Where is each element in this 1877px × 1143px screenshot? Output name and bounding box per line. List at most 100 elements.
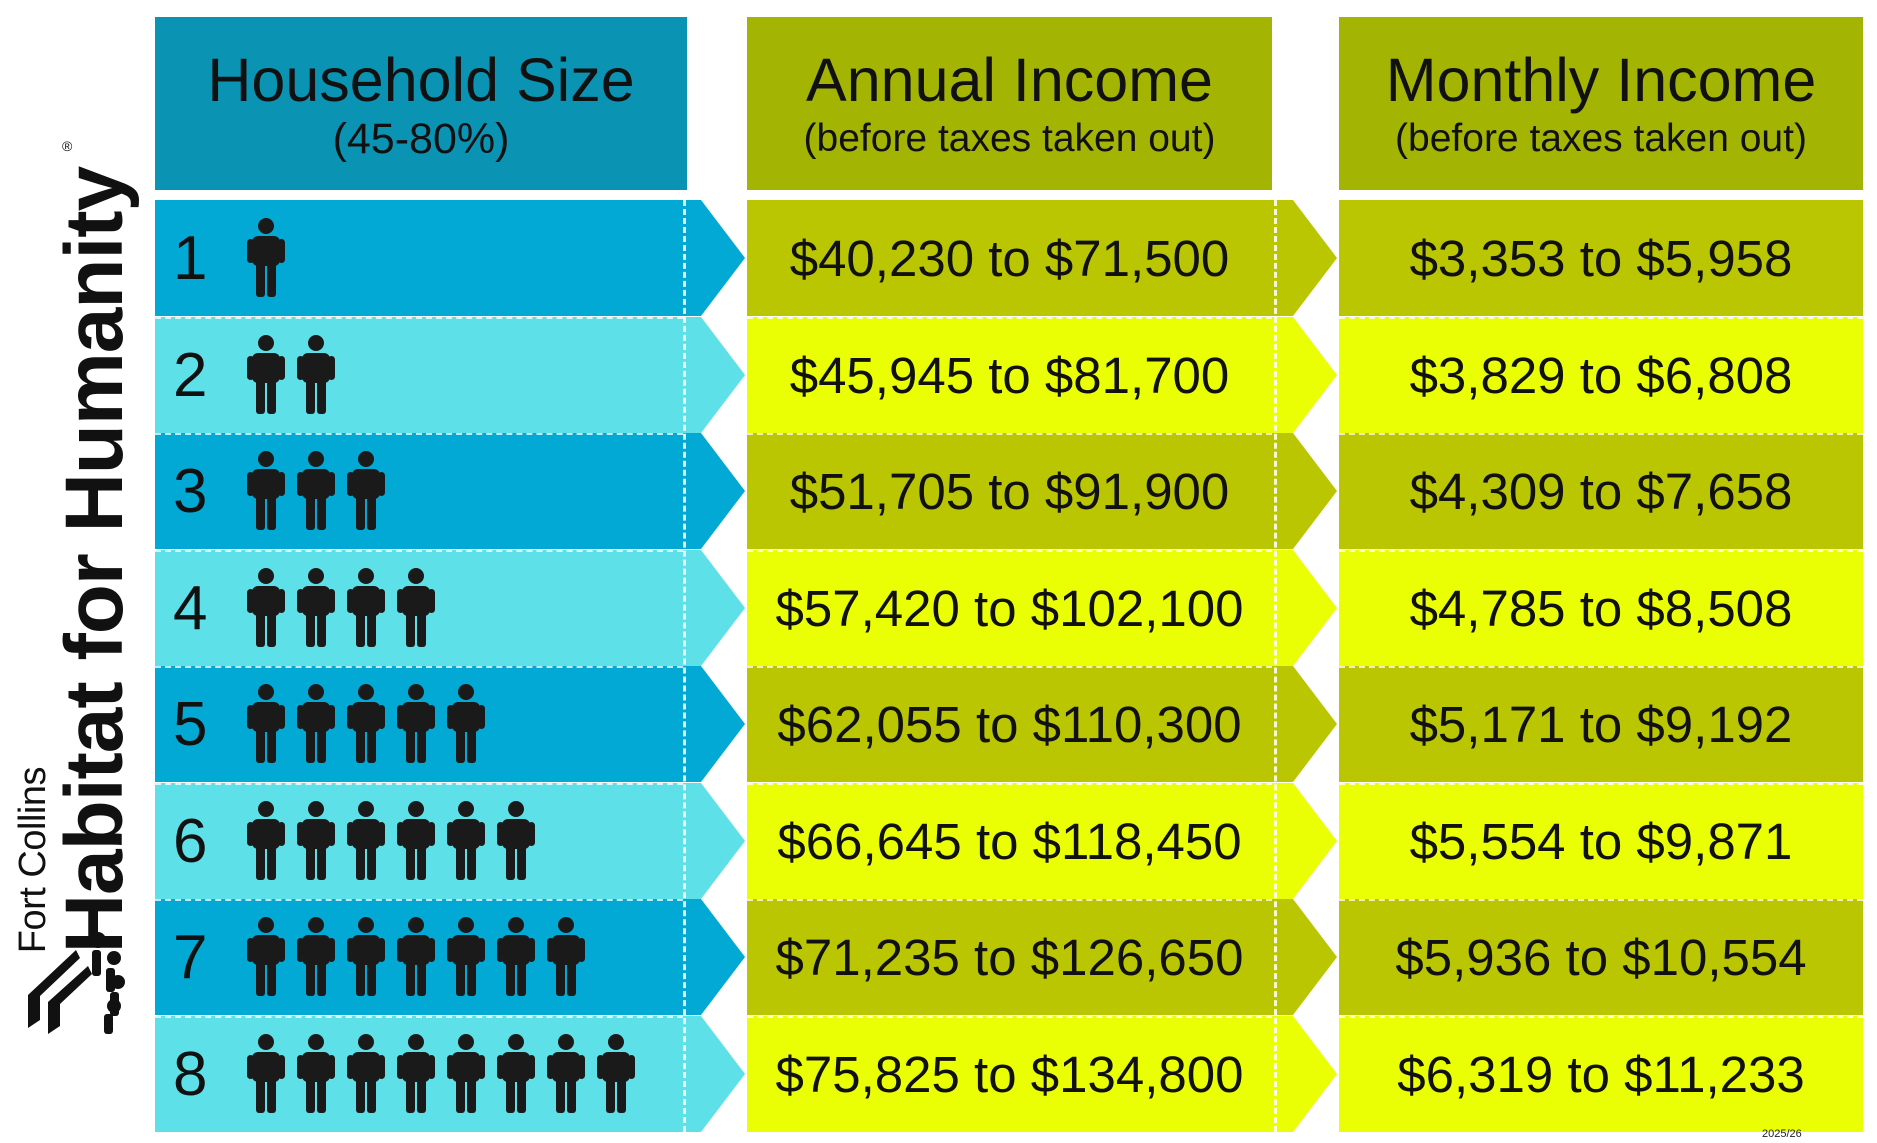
- person-icon: [347, 1034, 385, 1113]
- household-size-number: 3: [173, 456, 208, 526]
- annual-income-cell: $45,945 to $81,700: [747, 317, 1272, 433]
- people-icons: [241, 1033, 641, 1115]
- annual-income-subtitle: (before taxes taken out): [803, 116, 1216, 160]
- monthly-income-cell: $4,785 to $8,508: [1339, 550, 1863, 666]
- people-icons: [241, 450, 391, 532]
- annual-income-range: $51,705 to $91,900: [789, 462, 1230, 520]
- annual-arrow: [747, 783, 1337, 899]
- household-size-cell: 7: [155, 899, 683, 1015]
- monthly-income-header: Monthly Income (before taxes taken out): [1339, 17, 1863, 190]
- monthly-income-range: $5,171 to $9,192: [1409, 695, 1793, 753]
- person-icon: [397, 917, 435, 996]
- household-size-cell: 6: [155, 783, 683, 899]
- household-size-number: 8: [173, 1039, 208, 1109]
- person-icon: [247, 568, 285, 647]
- person-icon: [597, 1034, 635, 1113]
- row-divider: [155, 550, 683, 552]
- person-icon: [397, 568, 435, 647]
- brand-column: Fort Collins Habitat for Humanity ®: [0, 0, 150, 1143]
- year-code: 2025/26: [1762, 1128, 1802, 1140]
- person-icon: [347, 568, 385, 647]
- person-icon: [397, 684, 435, 763]
- annual-income-cell: $57,420 to $102,100: [747, 550, 1272, 666]
- person-icon: [247, 451, 285, 530]
- annual-income-cell: $66,645 to $118,450: [747, 783, 1272, 899]
- row-divider: [155, 666, 683, 668]
- person-icon: [247, 801, 285, 880]
- monthly-income-range: $3,829 to $6,808: [1409, 346, 1793, 404]
- person-icon: [297, 917, 335, 996]
- person-icon: [447, 917, 485, 996]
- household-size-header: Household Size (45-80%): [155, 17, 687, 190]
- person-icon: [297, 801, 335, 880]
- person-icon: [297, 335, 335, 414]
- people-icons: [241, 683, 491, 765]
- row-divider: [1339, 666, 1863, 668]
- row-divider: [747, 899, 1272, 901]
- person-icon: [297, 1034, 335, 1113]
- household-size-cell: 2: [155, 317, 683, 433]
- row-divider: [747, 433, 1272, 435]
- people-icons: [241, 334, 341, 416]
- row-divider: [1339, 899, 1863, 901]
- household-arrow: [155, 317, 745, 433]
- row-divider: [155, 783, 683, 785]
- person-icon: [247, 684, 285, 763]
- person-icon: [247, 335, 285, 414]
- row-divider: [1339, 317, 1863, 319]
- annual-arrow: [747, 550, 1337, 666]
- registered-mark: ®: [62, 138, 73, 154]
- person-icon: [247, 917, 285, 996]
- person-icon: [497, 1034, 535, 1113]
- annual-income-range: $45,945 to $81,700: [789, 346, 1230, 404]
- people-icons: [241, 916, 591, 998]
- column-divider: [683, 200, 686, 1132]
- household-size-subtitle: (45-80%): [332, 114, 510, 163]
- row-divider: [155, 433, 683, 435]
- annual-income-range: $40,230 to $71,500: [789, 229, 1230, 287]
- person-icon: [347, 917, 385, 996]
- person-icon: [297, 568, 335, 647]
- annual-income-cell: $71,235 to $126,650: [747, 899, 1272, 1015]
- person-icon: [297, 684, 335, 763]
- annual-income-range: $57,420 to $102,100: [775, 579, 1244, 637]
- person-icon: [497, 917, 535, 996]
- person-icon: [347, 451, 385, 530]
- household-size-number: 5: [173, 689, 208, 759]
- monthly-income-range: $4,309 to $7,658: [1409, 462, 1793, 520]
- row-divider: [747, 550, 1272, 552]
- row-divider: [1339, 1016, 1863, 1018]
- column-divider: [1274, 200, 1277, 1132]
- monthly-income-range: $4,785 to $8,508: [1409, 579, 1793, 637]
- row-divider: [1339, 433, 1863, 435]
- monthly-income-cell: $5,554 to $9,871: [1339, 783, 1863, 899]
- monthly-income-cell: $6,319 to $11,233: [1339, 1016, 1863, 1132]
- person-icon: [247, 218, 285, 297]
- monthly-income-range: $6,319 to $11,233: [1397, 1045, 1805, 1103]
- monthly-income-cell: $3,353 to $5,958: [1339, 200, 1863, 316]
- person-icon: [297, 451, 335, 530]
- annual-income-range: $66,645 to $118,450: [777, 812, 1242, 870]
- annual-income-cell: $51,705 to $91,900: [747, 433, 1272, 549]
- person-icon: [447, 801, 485, 880]
- monthly-income-range: $5,936 to $10,554: [1395, 928, 1807, 986]
- row-divider: [747, 1016, 1272, 1018]
- annual-arrow: [747, 1016, 1337, 1132]
- monthly-income-cell: $5,171 to $9,192: [1339, 666, 1863, 782]
- row-divider: [747, 666, 1272, 668]
- row-divider: [1339, 783, 1863, 785]
- person-icon: [547, 917, 585, 996]
- monthly-income-subtitle: (before taxes taken out): [1395, 116, 1807, 160]
- household-size-number: 4: [173, 573, 208, 643]
- household-size-cell: 4: [155, 550, 683, 666]
- annual-income-cell: $40,230 to $71,500: [747, 200, 1272, 316]
- annual-income-range: $62,055 to $110,300: [777, 695, 1242, 753]
- people-icons: [241, 800, 541, 882]
- household-arrow: [155, 550, 745, 666]
- household-size-title: Household Size: [207, 45, 635, 114]
- annual-arrow: [747, 317, 1337, 433]
- row-divider: [155, 899, 683, 901]
- monthly-income-cell: $4,309 to $7,658: [1339, 433, 1863, 549]
- row-divider: [1339, 550, 1863, 552]
